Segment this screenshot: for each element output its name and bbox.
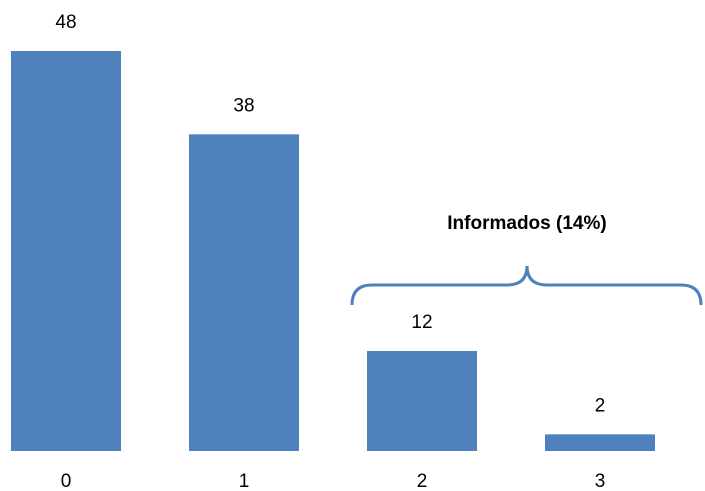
value-label: 12 bbox=[411, 312, 432, 333]
value-label: 48 bbox=[55, 12, 76, 33]
bar bbox=[11, 51, 121, 451]
x-tick-label: 0 bbox=[61, 471, 72, 491]
annotation: Informados (14%) bbox=[447, 213, 606, 234]
bar bbox=[367, 351, 477, 451]
x-tick-label: 3 bbox=[595, 471, 606, 491]
x-tick-label: 1 bbox=[239, 471, 250, 491]
value-label: 2 bbox=[595, 395, 606, 416]
bar bbox=[545, 434, 655, 451]
brace bbox=[350, 265, 703, 306]
bar bbox=[189, 134, 299, 452]
x-tick-label: 2 bbox=[417, 471, 428, 491]
value-label: 38 bbox=[233, 95, 254, 116]
